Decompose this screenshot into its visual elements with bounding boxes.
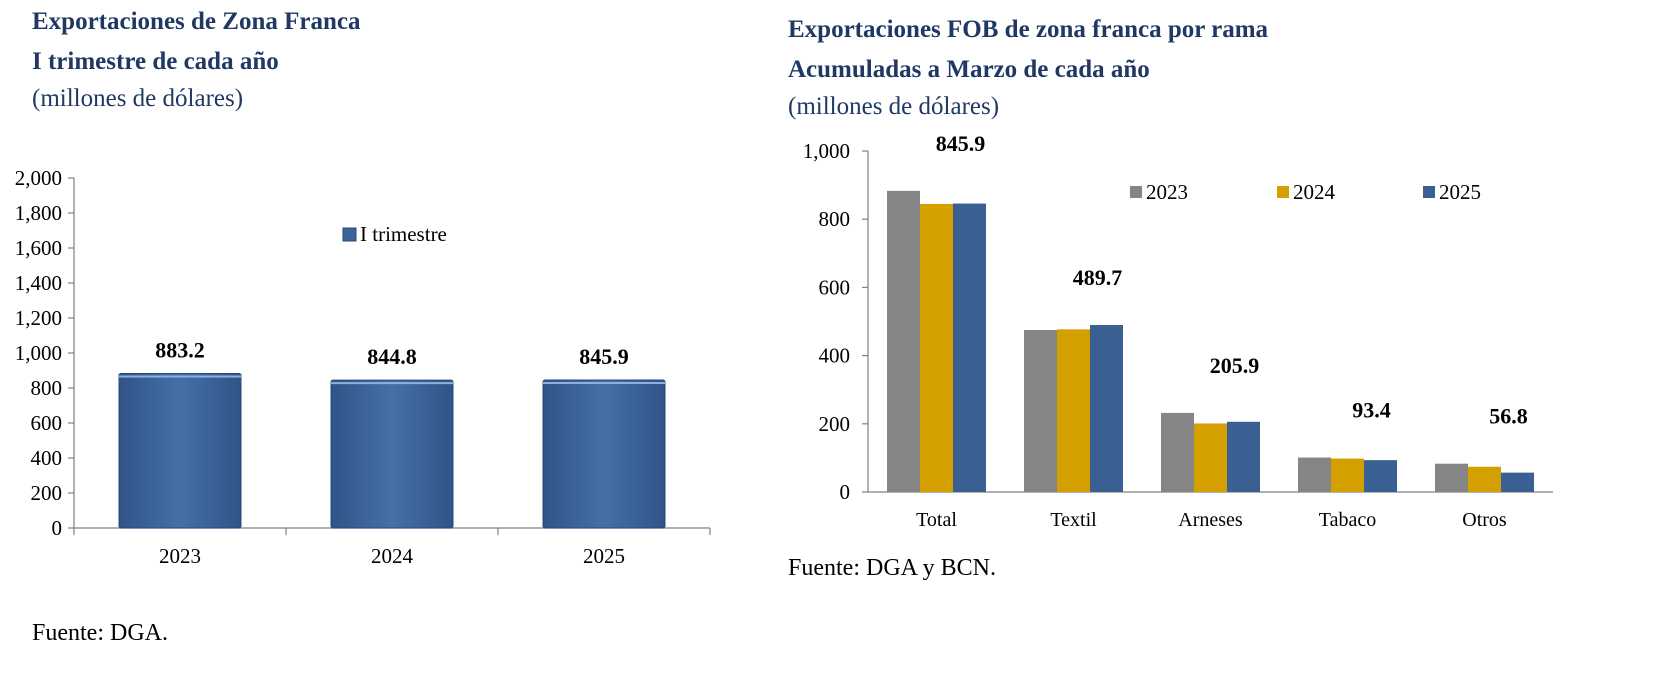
right-bar-chart: 0 200 400 600 800 1,000 845.9 Total 489.7 Textil 2… xyxy=(803,135,1553,531)
bar-Tabaco-2025 xyxy=(1364,460,1397,492)
legend-label-2025: 2025 xyxy=(1439,180,1481,204)
x-tick-label: Tabaco xyxy=(1319,509,1376,531)
left-title-block: Exportaciones de Zona Franca I trimestre… xyxy=(32,2,360,116)
y-tick-label: 1,000 xyxy=(803,139,850,163)
bar-Tabaco-2023 xyxy=(1298,457,1331,492)
left-subtitle: (millones de dólares) xyxy=(32,85,244,112)
right-subtitle: (millones de dólares) xyxy=(788,93,1000,120)
bar-Total-2025 xyxy=(953,203,986,492)
y-tick-label: 1,400 xyxy=(15,271,62,295)
legend-swatch-i-trimestre xyxy=(342,227,357,242)
y-tick-label: 0 xyxy=(840,480,851,504)
bar-2024 xyxy=(330,379,454,529)
bar-Total-2024 xyxy=(920,203,953,492)
data-label: 489.7 xyxy=(1073,265,1123,290)
left-source: Fuente: DGA. xyxy=(32,620,168,646)
y-tick-label: 200 xyxy=(31,481,63,505)
legend-label-2023: 2023 xyxy=(1146,180,1188,204)
left-title-line1: Exportaciones de Zona Franca xyxy=(32,8,361,35)
x-tick-label: Textil xyxy=(1050,509,1097,531)
data-label: 845.9 xyxy=(936,135,986,156)
right-title-line1: Exportaciones FOB de zona franca por ram… xyxy=(788,16,1269,43)
data-label: 56.8 xyxy=(1489,404,1528,429)
x-tick-label: 2023 xyxy=(159,544,201,568)
data-label: 844.8 xyxy=(367,344,417,369)
y-tick-label: 2,000 xyxy=(15,166,62,190)
legend-swatch-2023 xyxy=(1130,186,1142,198)
right-source: Fuente: DGA y BCN. xyxy=(788,555,997,581)
y-tick-label: 400 xyxy=(31,446,63,470)
bar-2023 xyxy=(118,372,242,529)
bar-Otros-2023 xyxy=(1435,463,1468,492)
bar-Arneses-2024 xyxy=(1194,423,1227,492)
bar-2025 xyxy=(542,379,666,529)
bar-Textil-2025 xyxy=(1090,325,1123,492)
bar-Otros-2024 xyxy=(1468,466,1501,492)
right-title-line2: Acumuladas a Marzo de cada año xyxy=(788,56,1150,83)
data-label: 845.9 xyxy=(579,344,629,369)
y-tick-label: 400 xyxy=(819,344,851,368)
x-tick-label: Arneses xyxy=(1178,509,1243,531)
bar-Tabaco-2024 xyxy=(1331,458,1364,492)
x-tick-label: 2024 xyxy=(371,544,414,568)
left-bar-chart: 0 200 400 600 800 1,000 1,200 1,400 1,600 1,800 2,… xyxy=(15,166,711,568)
y-tick-label: 1,200 xyxy=(15,306,62,330)
bar-Otros-2025 xyxy=(1501,472,1534,492)
legend-swatch-2024 xyxy=(1277,186,1289,198)
bar-Textil-2023 xyxy=(1024,330,1057,492)
legend-label-i-trimestre: I trimestre xyxy=(360,222,447,246)
y-tick-label: 1,800 xyxy=(15,201,62,225)
data-label: 93.4 xyxy=(1352,398,1391,423)
bar-Textil-2024 xyxy=(1057,329,1090,492)
legend-label-2024: 2024 xyxy=(1293,180,1336,204)
y-tick-label: 800 xyxy=(31,376,63,400)
legend-swatch-2025 xyxy=(1423,186,1435,198)
bar-Arneses-2025 xyxy=(1227,421,1260,492)
data-label: 883.2 xyxy=(155,337,205,362)
bar-Arneses-2023 xyxy=(1161,412,1194,492)
y-tick-label: 1,600 xyxy=(15,236,62,260)
x-tick-label: Total xyxy=(916,509,957,531)
left-title-line2: I trimestre de cada año xyxy=(32,48,279,75)
bar-Total-2023 xyxy=(887,190,920,492)
x-tick-label: 2025 xyxy=(583,544,625,568)
y-tick-label: 0 xyxy=(52,516,63,540)
data-label: 205.9 xyxy=(1210,353,1260,378)
y-tick-label: 600 xyxy=(31,411,63,435)
x-tick-label: Otros xyxy=(1462,509,1507,531)
y-tick-label: 1,000 xyxy=(15,341,62,365)
y-tick-label: 800 xyxy=(819,207,851,231)
y-tick-label: 200 xyxy=(819,412,851,436)
y-tick-label: 600 xyxy=(819,275,851,299)
right-title-block: Exportaciones FOB de zona franca por ram… xyxy=(788,10,1268,124)
